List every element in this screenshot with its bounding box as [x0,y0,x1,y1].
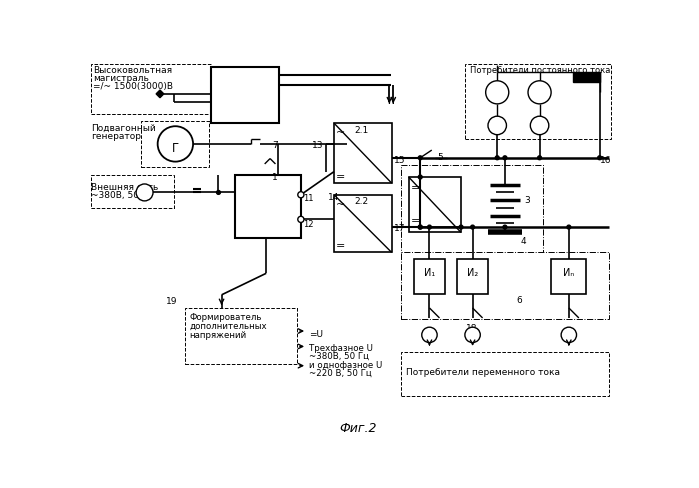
Text: Формирователь: Формирователь [189,312,261,321]
Text: 6: 6 [517,295,522,304]
Text: ~: ~ [336,128,345,138]
Text: Потребители постоянного тока: Потребители постоянного тока [470,66,610,75]
Text: ~: ~ [336,199,345,209]
Text: 11: 11 [303,194,314,203]
Text: 1: 1 [273,172,278,181]
Text: Высоковольтная: Высоковольтная [93,66,172,75]
Text: дополнительных: дополнительных [189,322,267,330]
Text: 17: 17 [394,224,405,233]
Text: Потребители переменного тока: Потребители переменного тока [406,367,561,377]
Text: 5: 5 [437,152,443,162]
Bar [185,308,297,365]
Circle shape [418,225,422,229]
Text: и однофазное U: и однофазное U [308,360,382,369]
Circle shape [459,225,463,229]
Text: Фиг.2: Фиг.2 [339,421,377,434]
Text: =: = [336,241,346,251]
Text: ~380В, 50Гц: ~380В, 50Гц [92,191,151,200]
Circle shape [418,225,422,229]
Text: =: = [411,183,420,193]
Circle shape [418,176,422,180]
Text: 15: 15 [394,155,405,164]
Circle shape [503,225,507,229]
Circle shape [561,327,577,343]
Text: =: = [411,216,420,226]
Text: 2.2: 2.2 [355,197,369,206]
Text: 2.1: 2.1 [355,125,369,134]
Text: =: = [336,171,346,182]
Circle shape [418,157,422,161]
Text: 16: 16 [600,156,611,165]
Bar [334,195,391,253]
Text: Подвагонный: Подвагонный [92,124,156,133]
Bar [409,178,461,233]
Text: Внешняя сеть: Внешняя сеть [92,183,159,192]
Circle shape [598,157,602,161]
Polygon shape [156,91,164,99]
Circle shape [488,117,507,135]
Circle shape [538,157,542,161]
Text: 14: 14 [328,193,339,202]
Text: 4: 4 [520,237,526,246]
Bar [401,352,609,397]
Bar [141,122,209,168]
Text: 7: 7 [273,141,278,150]
Text: магистраль: магистраль [93,74,149,83]
Text: =U: =U [308,330,322,339]
Text: напряжений: напряжений [189,330,247,340]
Text: 19: 19 [166,297,178,306]
Circle shape [465,327,480,343]
Circle shape [486,81,509,104]
Circle shape [496,157,499,161]
Text: =/~ 1500(3000)В: =/~ 1500(3000)В [93,81,173,91]
Circle shape [470,225,475,229]
Circle shape [567,225,571,229]
Text: 3: 3 [524,195,530,204]
Circle shape [428,225,431,229]
Text: 18: 18 [466,324,478,333]
Text: 13: 13 [312,141,324,150]
Text: 12: 12 [303,219,314,228]
Text: ~380В, 50 Гц: ~380В, 50 Гц [308,351,368,360]
Bar [457,260,488,294]
Circle shape [528,81,551,104]
Circle shape [217,191,220,195]
Bar [572,72,600,83]
Circle shape [421,327,437,343]
Bar [465,65,611,140]
Circle shape [136,184,153,202]
Bar [92,176,174,208]
Bar [401,166,543,258]
Bar [92,65,211,115]
Text: И₁: И₁ [424,267,435,277]
Text: генератор: генератор [92,132,141,141]
Text: Г: Г [172,142,179,155]
Text: Трехфазное U: Трехфазное U [308,343,373,352]
Text: Иₙ: Иₙ [563,267,575,277]
Text: И₂: И₂ [467,267,478,277]
Bar [211,68,278,124]
Circle shape [531,117,549,135]
Bar [334,124,391,184]
Circle shape [158,127,193,163]
Bar [236,175,301,238]
Circle shape [298,192,304,199]
Circle shape [503,157,507,161]
Bar [401,252,609,320]
Text: ~220 В, 50 Гц: ~220 В, 50 Гц [308,368,371,377]
Bar [414,260,445,294]
Bar [551,260,586,294]
Circle shape [298,217,304,223]
